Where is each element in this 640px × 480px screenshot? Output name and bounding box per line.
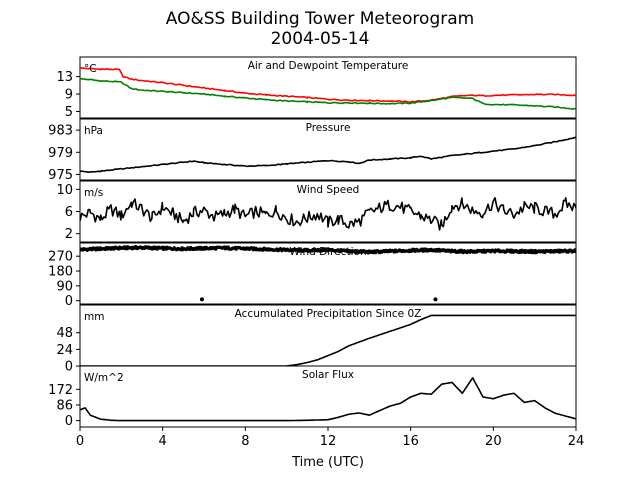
y-tick-label: 0: [65, 294, 73, 309]
panel-3: 2 6 10 Wind Speed m/s: [56, 180, 577, 243]
panel-frame: [79, 118, 577, 181]
panel-unit: m/s: [84, 187, 103, 199]
y-tick-label: 90: [56, 279, 73, 294]
series-line-1: [80, 377, 576, 422]
x-axis: 0 4 8 12 16 20 24: [76, 434, 584, 449]
x-axis-label: Time (UTC): [291, 455, 364, 470]
y-tick-label: 9: [65, 88, 73, 103]
y-tick-label: 48: [56, 326, 73, 341]
chart-title: AO&SS Building Tower Meteorogram: [166, 9, 474, 29]
y-tick-label: 979: [48, 146, 73, 161]
panel-series: [80, 67, 576, 110]
panel-series: [80, 136, 576, 173]
y-tick-label: 983: [48, 124, 73, 139]
x-tick-label: 16: [402, 434, 419, 449]
x-tick-label: 20: [485, 434, 502, 449]
panel-unit: hPa: [84, 125, 103, 137]
panel-series: [80, 314, 576, 366]
y-tick-label: 86: [56, 398, 73, 413]
y-tick-label: 2: [65, 227, 73, 242]
panel-title: Air and Dewpoint Temperature: [248, 60, 409, 72]
series-line-1: [80, 314, 576, 366]
panel-unit: W/m^2: [84, 372, 124, 384]
y-tick-label: 13: [56, 70, 73, 85]
y-tick-label: 180: [48, 265, 73, 280]
panel-title: Solar Flux: [302, 369, 354, 381]
y-tick-label: 270: [48, 250, 73, 265]
panel-title: Wind Speed: [297, 184, 360, 196]
panel-unit: °C: [84, 63, 97, 75]
y-tick-label: 10: [56, 183, 73, 198]
series-line-1: [80, 67, 576, 103]
panel-series: [80, 377, 576, 422]
series-line-1: [80, 136, 576, 173]
panel-unit: mm: [84, 311, 104, 323]
y-tick-label: 5: [65, 105, 73, 120]
y-tick-label: 172: [48, 383, 73, 398]
y-tick-label: 0: [65, 414, 73, 429]
panel-title: Pressure: [306, 122, 351, 134]
panel-1: 5 9 13 Air and Dewpoint Temperature °C: [56, 56, 577, 120]
wind-direction-outlier: [199, 297, 204, 302]
y-tick-label: 975: [48, 168, 73, 183]
panels-group: 5 9 13 Air and Dewpoint Temperature °C 975 979…: [48, 56, 577, 431]
x-tick-label: 4: [159, 434, 167, 449]
chart-subtitle: 2004-05-14: [271, 29, 370, 49]
x-tick-label: 24: [568, 434, 585, 449]
y-tick-label: 0: [65, 360, 73, 375]
panel-series: [80, 197, 576, 231]
x-tick-label: 0: [76, 434, 84, 449]
x-tick-label: 12: [320, 434, 337, 449]
wind-direction-point: [574, 249, 576, 253]
series-line-1: [80, 197, 576, 231]
panel-title: Wind Direction: [289, 246, 366, 258]
panel-series: [80, 245, 576, 302]
panel-5: 0 24 48 Accumulated Precipitation Since 0Z m…: [56, 304, 577, 375]
y-tick-label: 6: [65, 205, 73, 220]
panel-title: Accumulated Precipitation Since 0Z: [235, 308, 422, 320]
panel-frame: [79, 56, 577, 119]
panel-frame: [79, 242, 577, 305]
x-tick-label: 8: [241, 434, 249, 449]
panel-2: 975 979 983 Pressure hPa: [48, 118, 577, 183]
series-line-2: [80, 77, 576, 110]
y-tick-label: 24: [56, 343, 73, 358]
wind-direction-outlier: [433, 297, 438, 302]
